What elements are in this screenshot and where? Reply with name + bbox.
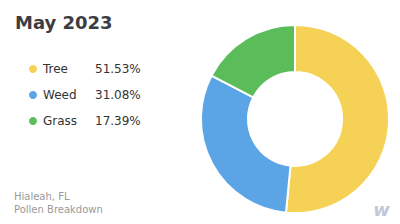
svg-text:31.08%: 31.08% [95, 88, 141, 102]
svg-text:17.39%: 17.39% [95, 114, 141, 128]
svg-text:May 2023: May 2023 [15, 12, 113, 33]
svg-text:Grass: Grass [43, 114, 77, 128]
svg-text:Pollen Breakdown: Pollen Breakdown [14, 204, 103, 215]
svg-text:Tree: Tree [42, 62, 68, 76]
svg-text:Hialeah, FL: Hialeah, FL [14, 191, 70, 202]
svg-text:w: w [373, 199, 390, 220]
svg-text:51.53%: 51.53% [95, 62, 141, 76]
svg-text:Weed: Weed [43, 88, 77, 102]
